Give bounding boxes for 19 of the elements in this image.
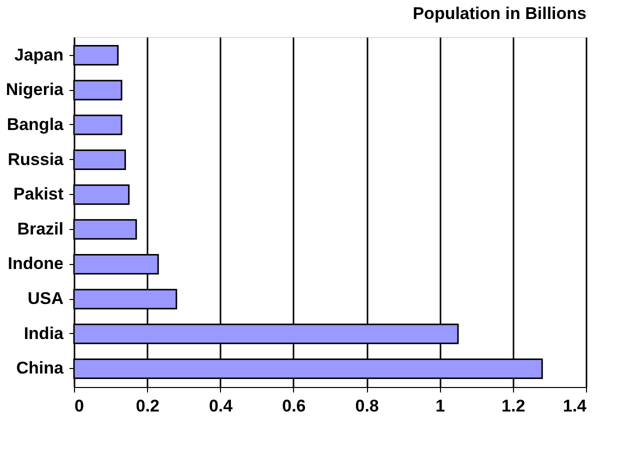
x-tick-label: 0.2 (136, 396, 160, 416)
y-tick-label: Indone (8, 254, 64, 274)
y-tick-label: Japan (14, 45, 64, 64)
y-tick-label: Russia (8, 150, 64, 169)
chart-title: Population in Billions (412, 4, 586, 23)
y-tick-label: Nigeria (6, 80, 64, 100)
y-tick-label: China (16, 358, 64, 378)
x-tick-label: 1 (435, 396, 445, 416)
x-tick-label: 0 (74, 396, 84, 416)
x-tick-label: 1.4 (562, 396, 588, 416)
y-tick-label: Brazil (17, 219, 64, 238)
y-tick-label: India (24, 324, 64, 343)
y-tick-label: Bangla (6, 114, 64, 134)
x-tick-label: 0.4 (208, 396, 234, 416)
x-tick-label: 0.8 (355, 396, 379, 416)
y-tick-label: USA (28, 289, 64, 308)
x-tick-label: 1.2 (502, 396, 526, 416)
x-tick-label: 0.6 (282, 396, 306, 416)
y-tick-label: Pakist (13, 184, 64, 204)
